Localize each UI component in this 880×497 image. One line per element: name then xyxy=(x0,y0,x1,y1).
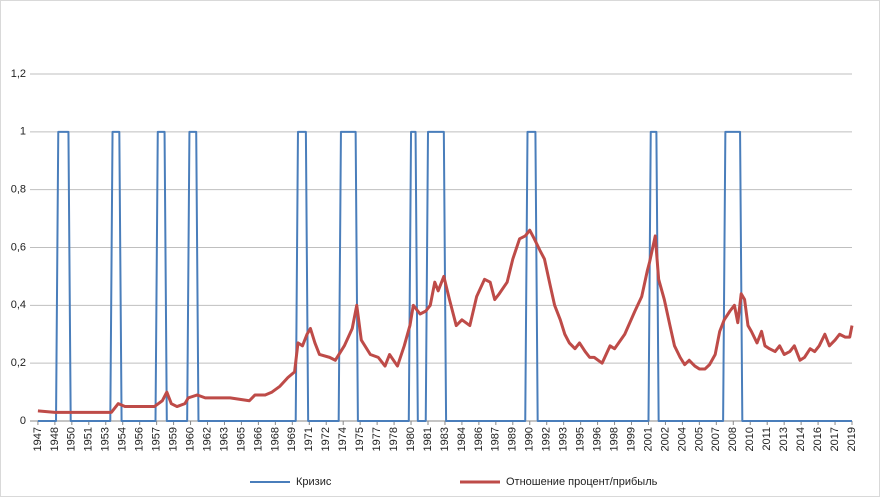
x-tick-label: 1956 xyxy=(134,427,146,451)
x-tick-label: 2008 xyxy=(727,427,739,451)
y-tick-label: 0 xyxy=(20,415,26,427)
x-tick-label: 1986 xyxy=(473,427,485,451)
legend-label: Отношение процент/прибыль xyxy=(506,476,658,488)
x-tick-label: 2001 xyxy=(642,427,654,451)
x-tick-label: 1968 xyxy=(269,427,281,451)
x-tick-label: 2017 xyxy=(829,427,841,451)
x-tick-label: 1962 xyxy=(201,427,213,451)
x-tick-label: 1969 xyxy=(286,427,298,451)
x-tick-label: 2013 xyxy=(778,427,790,451)
x-tick-label: 2014 xyxy=(795,427,807,451)
x-tick-label: 1966 xyxy=(252,427,264,451)
x-tick-label: 1993 xyxy=(558,427,570,451)
x-tick-label: 1981 xyxy=(422,427,434,451)
x-tick-label: 1951 xyxy=(83,427,95,451)
y-tick-label: 1 xyxy=(20,126,26,138)
x-tick-label: 1978 xyxy=(388,427,400,451)
y-tick-label: 0,8 xyxy=(11,184,26,196)
x-tick-label: 1963 xyxy=(218,427,230,451)
x-tick-label: 1960 xyxy=(184,427,196,451)
x-tick-label: 1974 xyxy=(337,427,349,451)
y-tick-label: 0,4 xyxy=(11,299,26,311)
x-tick-label: 1990 xyxy=(524,427,536,451)
x-tick-label: 1989 xyxy=(507,427,519,451)
x-tick-label: 2016 xyxy=(812,427,824,451)
y-tick-label: 1,2 xyxy=(11,68,26,80)
series-line xyxy=(37,228,854,414)
x-tick-label: 1996 xyxy=(592,427,604,451)
x-tick-label: 1947 xyxy=(32,427,44,451)
x-tick-label: 1995 xyxy=(575,427,587,451)
x-tick-label: 1980 xyxy=(405,427,417,451)
x-tick-label: 2002 xyxy=(659,427,671,451)
x-tick-label: 1954 xyxy=(117,427,129,451)
series-line xyxy=(37,130,852,422)
x-tick-label: 1984 xyxy=(456,427,468,451)
x-tick-label: 1977 xyxy=(371,427,383,451)
x-tick-label: 1983 xyxy=(439,427,451,451)
x-tick-label: 1971 xyxy=(303,427,315,451)
x-tick-label: 1999 xyxy=(625,427,637,451)
x-tick-label: 1998 xyxy=(608,427,620,451)
x-tick-label: 1953 xyxy=(100,427,112,451)
x-tick-label: 2007 xyxy=(710,427,722,451)
x-tick-label: 1965 xyxy=(235,427,247,451)
x-tick-label: 1950 xyxy=(66,427,78,451)
x-tick-label: 1957 xyxy=(151,427,163,451)
y-tick-label: 0,2 xyxy=(11,357,26,369)
x-tick-label: 1987 xyxy=(490,427,502,451)
x-tick-label: 2019 xyxy=(846,427,858,451)
x-tick-label: 2010 xyxy=(744,427,756,451)
y-tick-label: 0,6 xyxy=(11,241,26,253)
x-tick-label: 1948 xyxy=(49,427,61,451)
x-tick-label: 1972 xyxy=(320,427,332,451)
x-tick-label: 1975 xyxy=(354,427,366,451)
x-tick-label: 2011 xyxy=(761,427,773,451)
legend-label: Кризис xyxy=(296,476,332,488)
x-tick-label: 2005 xyxy=(693,427,705,451)
x-tick-label: 1992 xyxy=(541,427,553,451)
x-tick-label: 2004 xyxy=(676,427,688,451)
x-tick-label: 1959 xyxy=(168,427,180,451)
